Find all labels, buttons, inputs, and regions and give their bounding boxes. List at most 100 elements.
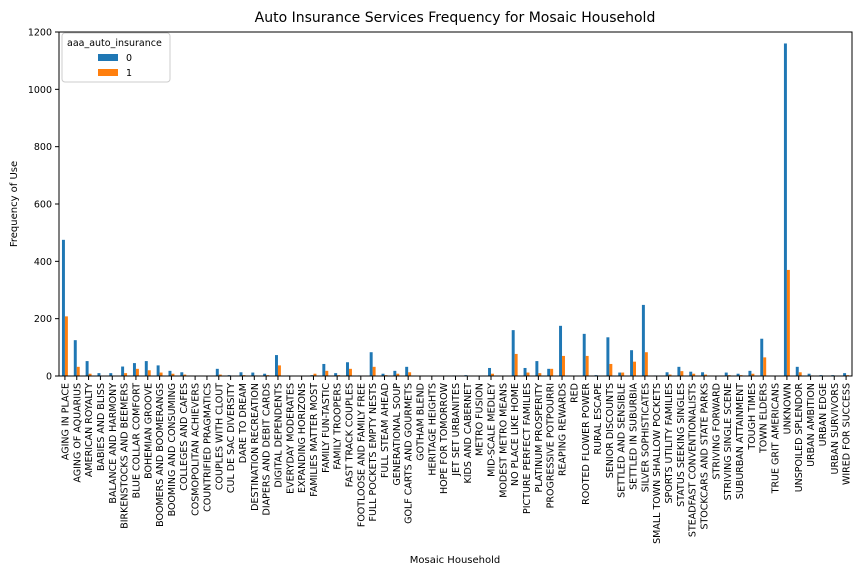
bar-series-1-46 <box>609 363 613 376</box>
x-tick-label-5: BIRKENSTOCKS AND BEEMERS <box>120 383 131 529</box>
x-tick-label-9: BOOMING AND CONSUMING <box>167 383 178 516</box>
x-tick-label-54: STOCKCARS AND STATE PARKS <box>700 383 711 530</box>
bar-series-0-3 <box>97 373 101 376</box>
bar-series-1-53 <box>692 373 696 376</box>
x-tick-label-28: GENERATIONAL SOUP <box>392 383 403 486</box>
bar-series-0-58 <box>748 370 752 376</box>
x-tick-label-23: FAMILY TROOPERS <box>333 383 344 470</box>
bar-series-0-39 <box>523 367 527 376</box>
y-axis: 0 200 400 600 800 1000 1200 <box>28 28 59 383</box>
bar-series-0-26 <box>369 352 373 376</box>
bar-series-0-48 <box>630 350 634 376</box>
bar-series-0-22 <box>322 363 326 376</box>
bar-series-0-0 <box>61 239 65 376</box>
bar-series-1-48 <box>633 361 636 376</box>
bar-series-0-24 <box>346 362 349 376</box>
y-tick-label-4: 800 <box>34 142 52 153</box>
bar-series-1-5 <box>124 373 128 376</box>
bar-series-0-4 <box>109 373 113 376</box>
x-tick-label-34: KIDS AND CABERNET <box>463 383 474 484</box>
bar-series-0-29 <box>405 366 409 376</box>
bar-series-1-26 <box>372 366 376 376</box>
x-tick-label-56: STRIVING SINGLE SCENE <box>723 383 734 500</box>
x-tick-label-41: PROGRESSIVE POTPOURRI <box>546 383 557 508</box>
bar-series-1-47 <box>621 372 625 376</box>
bar-series-1-44 <box>585 355 589 376</box>
bar-series-0-59 <box>760 338 764 376</box>
bar-series-1-7 <box>147 370 151 376</box>
x-tick-label-47: SETTLED AND SENSIBLE <box>617 383 628 498</box>
bar-series-1-24 <box>348 368 352 376</box>
x-tick-label-0: AGING IN PLACE <box>60 383 71 460</box>
x-tick-label-64: URBAN EDGE <box>818 383 829 446</box>
x-tick-label-29: GOLF CARTS AND GOURMETS <box>404 383 415 524</box>
bar-series-0-49 <box>641 304 645 376</box>
bar-series-0-52 <box>677 366 681 376</box>
bar-series-1-61 <box>786 269 790 376</box>
bar-series-0-46 <box>606 337 610 376</box>
x-tick-label-35: METRO FUSION <box>475 383 486 456</box>
bar-series-0-2 <box>85 361 89 376</box>
x-tick-label-36: MID-SCALE MEDLEY <box>487 383 498 477</box>
x-axis-label: Mosaic Household <box>410 555 500 566</box>
bar-series-0-10 <box>180 372 184 376</box>
x-tick-label-24: FAST TRACK COUPLES <box>344 383 355 487</box>
x-tick-label-43: RED <box>569 383 580 403</box>
x-tick-label-8: BOOMERS AND BOOMERANGS <box>155 383 166 527</box>
bar-series-0-18 <box>275 355 278 376</box>
x-tick-label-60: TRUE GRIT AMERICANS <box>771 383 782 494</box>
x-tick-label-3: BABIES AND BLISS <box>96 383 107 471</box>
x-tick-label-21: FAMILIES MATTER MOST <box>309 383 320 497</box>
bar-series-0-23 <box>334 373 338 376</box>
x-tick-label-40: PLATINUM PROSPERITY <box>534 383 545 493</box>
x-tick-label-39: PICTURE PERFECT FAMILIES <box>522 383 533 514</box>
bar-series-1-18 <box>277 365 281 376</box>
x-tick-label-61: UNKNOWN <box>782 383 793 434</box>
bar-series-1-58 <box>751 373 755 376</box>
x-tick-label-53: STEADFAST CONVENTIONALISTS <box>688 383 699 537</box>
x-tick-label-59: TOWN ELDERS <box>759 383 770 454</box>
bar-series-1-39 <box>526 372 530 376</box>
bar-series-0-7 <box>144 361 148 376</box>
bar-series-0-40 <box>535 361 539 376</box>
x-tick-label-57: SUBURBAN ATTAINMENT <box>735 383 746 499</box>
bar-series-1-29 <box>408 372 412 376</box>
x-tick-label-26: FULL POCKETS EMPTY NESTS <box>368 383 379 521</box>
x-tick-label-51: SPORTS UTILITY FAMILIES <box>664 383 675 504</box>
x-tick-label-19: EVERYDAY MODERATES <box>285 383 296 494</box>
x-tick-label-66: WIRED FOR SUCCESS <box>842 383 853 485</box>
x-tick-label-33: JET SET URBANITES <box>451 383 462 477</box>
bar-series-0-47 <box>618 372 622 376</box>
x-tick-label-13: COUPLES WITH CLOUT <box>214 383 225 490</box>
bar-series-1-28 <box>396 373 400 376</box>
bar-series-0-15 <box>239 372 243 376</box>
x-tick-label-63: URBAN AMBITION <box>806 383 817 467</box>
bar-series-1-2 <box>88 373 92 376</box>
x-tick-label-7: BOHEMIAN GROOVE <box>143 383 154 479</box>
plot-area <box>58 31 853 377</box>
bar-series-0-13 <box>215 368 219 376</box>
x-tick-label-10: COLLEGES AND CAFES <box>179 383 190 491</box>
x-tick-label-32: HOPE FOR TOMORROW <box>439 382 450 494</box>
chart-title: Auto Insurance Services Frequency for Mo… <box>255 10 656 26</box>
bar-series-0-66 <box>843 373 847 376</box>
bar-series-1-51 <box>668 374 672 376</box>
x-tick-label-42: REAPING REWARDS <box>558 383 569 476</box>
x-tick-label-62: UNSPOILED SPLENDOR <box>794 383 805 493</box>
bar-series-0-56 <box>724 372 728 376</box>
bar-series-1-13 <box>218 374 222 376</box>
bar-series-0-38 <box>511 330 515 376</box>
legend: aaa_auto_insurance 0 1 <box>61 32 171 83</box>
x-tick-label-46: SENIOR DISCOUNTS <box>605 383 616 478</box>
x-tick-label-31: HERITAGE HEIGHTS <box>427 383 438 476</box>
bar-series-1-54 <box>704 374 708 376</box>
x-tick-label-49: SILVER SOPHISTICATES <box>640 383 651 492</box>
bar-series-0-54 <box>701 372 705 376</box>
bar-series-0-9 <box>168 370 172 376</box>
x-tick-label-2: AMERICAN ROYALTY <box>84 383 95 477</box>
x-tick-label-17: DIAPERS AND DEBIT CARDS <box>262 383 273 515</box>
x-tick-label-48: SETTLED IN SUBURBIA <box>629 383 640 490</box>
bar-series-1-42 <box>562 355 565 376</box>
bar-series-0-28 <box>393 370 397 376</box>
